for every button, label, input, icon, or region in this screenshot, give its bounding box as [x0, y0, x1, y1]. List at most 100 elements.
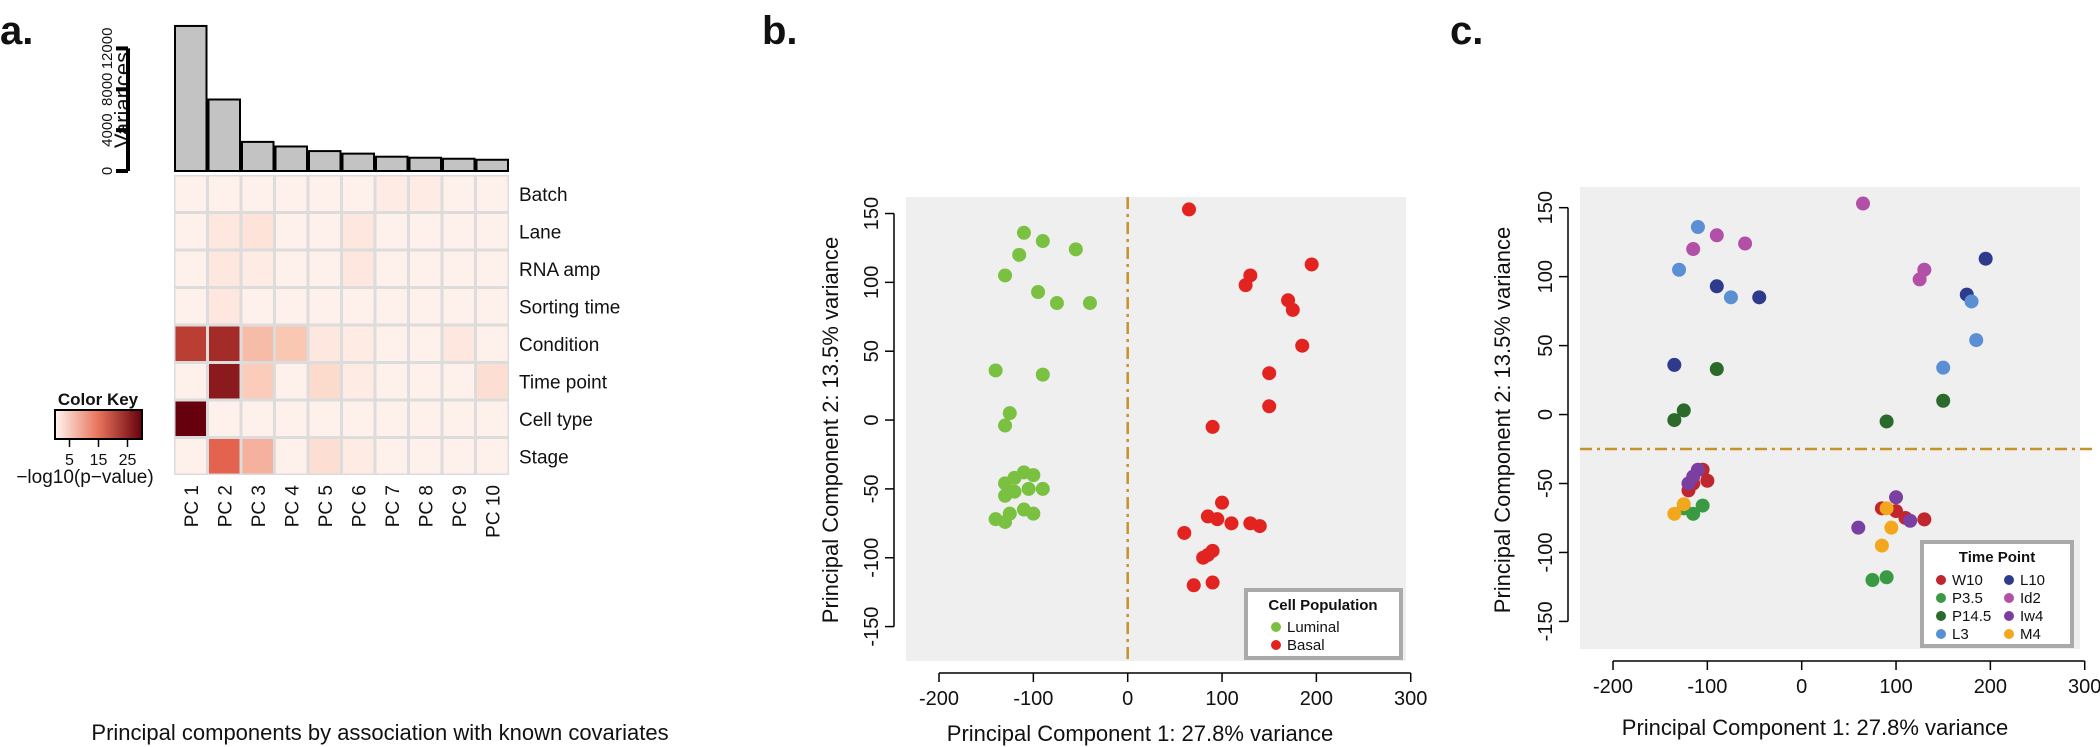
- panel-c-point-p3-5: [1686, 506, 1701, 521]
- heatmap-cell-sorting-time-pc-4: [276, 289, 307, 324]
- panel-c-point-m4: [1874, 538, 1889, 553]
- panel-b-y-tick-label: -150: [861, 607, 883, 647]
- variance-bar-pc-4: [274, 145, 308, 173]
- panel-c-point-iw4: [1851, 520, 1866, 535]
- heatmap-cell-stage-pc-1: [175, 439, 206, 474]
- color-key-title: Color Key: [58, 390, 139, 409]
- heatmap-row-label-lane: Lane: [519, 222, 561, 243]
- legend-label-l3: L3: [1952, 626, 1969, 643]
- heatmap-cell-lane-pc-10: [477, 214, 508, 249]
- panel-b-x-tick-label: 0: [1122, 688, 1133, 710]
- panel-b-y-tick-label: 100: [861, 266, 883, 299]
- panel-b-point-luminal: [1068, 242, 1083, 257]
- heatmap-cell-batch-pc-10: [477, 176, 508, 211]
- heatmap-cell-batch-pc-7: [376, 176, 407, 211]
- heatmap-cell-time-point-pc-7: [376, 364, 407, 399]
- heatmap-cell-cell-type-pc-6: [343, 401, 374, 436]
- heatmap-cell-cell-type-pc-9: [443, 401, 474, 436]
- variance-bar-pc-7: [375, 155, 409, 172]
- panel-a: 0 4000 8000 12000 Batch Lane RNA amp Sorting ti…: [99, 24, 620, 538]
- heatmap-row-label-batch: Batch: [519, 185, 568, 206]
- heatmap-cell-sorting-time-pc-7: [376, 289, 407, 324]
- color-key-tick-label: 15: [90, 452, 108, 469]
- heatmap-cell-condition-pc-2: [209, 326, 240, 361]
- heatmap-cell-sorting-time-pc-1: [175, 289, 206, 324]
- panel-b-point-luminal: [998, 514, 1013, 529]
- panel-c-point-l3: [1964, 294, 1979, 309]
- heatmap-col-label-pc-7: PC 7: [383, 485, 404, 527]
- panel-c-y-tick-label: -50: [1535, 469, 1557, 498]
- panel-b-x-tick-label: 100: [1205, 688, 1238, 710]
- heatmap-cell-condition-pc-7: [376, 326, 407, 361]
- heatmap-cell-stage-pc-4: [276, 439, 307, 474]
- heatmap-cell-lane-pc-1: [175, 214, 206, 249]
- heatmap-cell-sorting-time-pc-9: [443, 289, 474, 324]
- panel-c-y-tick-label: 50: [1535, 334, 1557, 356]
- panel-b-ylabel: Principal Component 2: 13.5% variance: [818, 237, 843, 623]
- color-key: Color Key 5 15 25 −log10(p−value): [16, 390, 153, 488]
- variance-bar-pc-9: [442, 157, 476, 173]
- legend-marker-basal: [1271, 640, 1281, 650]
- heatmap-cell-rna-amp-pc-1: [175, 251, 206, 286]
- panel-c-point-p14-5: [1676, 403, 1691, 418]
- panel-c-legend-title: Time Point: [1959, 549, 2035, 566]
- panel-c-legend: Time Point W10 L10 P3.5 Id2 P14.5 Iw4 L3 M4: [1920, 540, 2074, 648]
- heatmap-cell-stage-pc-6: [343, 439, 374, 474]
- legend-marker-w10: [1936, 575, 1946, 585]
- panel-b-y-tick-label: 50: [861, 340, 883, 362]
- panel-label-a: a.: [0, 9, 33, 53]
- heatmap-cell-cell-type-pc-8: [410, 401, 441, 436]
- legend-label-p14-5: P14.5: [1952, 608, 1991, 625]
- panel-c-x-tick-label: -200: [1593, 676, 1633, 698]
- panel-b-point-basal: [1205, 575, 1220, 590]
- panel-c-xlabel: Principal Component 1: 27.8% variance: [1622, 715, 2008, 740]
- variance-bar-pc-1: [174, 24, 208, 173]
- heatmap-row-label-condition: Condition: [519, 335, 599, 356]
- panel-c-point-m4: [1676, 497, 1691, 512]
- legend-label-id2: Id2: [2020, 590, 2041, 607]
- panel-c-point-p14-5: [1879, 414, 1894, 429]
- heatmap-col-label-pc-5: PC 5: [316, 485, 337, 527]
- heatmap-cell-rna-amp-pc-9: [443, 251, 474, 286]
- panel-b-x-tick-label: 200: [1300, 688, 1333, 710]
- panel-b-xlabel: Principal Component 1: 27.8% variance: [947, 721, 1333, 746]
- panel-c-y-tick-label: -150: [1535, 601, 1557, 641]
- heatmap-cell-stage-pc-10: [477, 439, 508, 474]
- heatmap-cell-time-point-pc-10: [477, 364, 508, 399]
- legend-label-p3-5: P3.5: [1952, 590, 1983, 607]
- heatmap-cell-stage-pc-7: [376, 439, 407, 474]
- panel-c: -200 -100 0 100 200 300 -150 -100 -50 0 50 100 150: [1535, 191, 2100, 698]
- panel-b-point-luminal: [1026, 468, 1041, 483]
- heatmap-cell-time-point-pc-5: [309, 364, 340, 399]
- heatmap-cell-batch-pc-5: [309, 176, 340, 211]
- panel-c-point-p3-5: [1865, 573, 1880, 588]
- heatmap-cell-sorting-time-pc-3: [242, 289, 273, 324]
- panel-b: -200 -100 0 100 200 300 -150 -100 -50 0 50 100 150: [861, 197, 1427, 710]
- heatmap-cell-cell-type-pc-4: [276, 401, 307, 436]
- heatmap-row-label-sorting-time: Sorting time: [519, 297, 620, 318]
- panel-c-x-tick-label: 200: [1974, 676, 2007, 698]
- heatmap-cell-rna-amp-pc-5: [309, 251, 340, 286]
- panel-c-point-l10: [1978, 251, 1993, 266]
- variance-tick-label: 4000: [99, 113, 116, 146]
- heatmap-cell-lane-pc-7: [376, 214, 407, 249]
- variance-bar-pc-2: [207, 98, 241, 172]
- heatmap-col-label-pc-3: PC 3: [249, 485, 270, 527]
- panel-b-x-tick-label: -200: [919, 688, 959, 710]
- heatmap-cell-cell-type-pc-2: [209, 401, 240, 436]
- panel-b-point-luminal: [998, 476, 1013, 491]
- panel-c-y-tick-label: -100: [1535, 532, 1557, 572]
- heatmap-cell-time-point-pc-2: [209, 364, 240, 399]
- heatmap-cell-lane-pc-8: [410, 214, 441, 249]
- panel-c-point-w10: [1700, 473, 1715, 488]
- panel-c-point-p14-5: [1667, 413, 1682, 428]
- legend-marker-p3-5: [1936, 593, 1946, 603]
- panel-b-legend-title: Cell Population: [1268, 597, 1377, 614]
- heatmap-row-label-cell-type: Cell type: [519, 410, 593, 431]
- heatmap-cell-batch-pc-3: [242, 176, 273, 211]
- heatmap-cell-stage-pc-3: [242, 439, 273, 474]
- legend-label-luminal: Luminal: [1287, 619, 1340, 636]
- panel-b-point-basal: [1196, 550, 1211, 565]
- panel-c-point-id2: [1686, 242, 1701, 257]
